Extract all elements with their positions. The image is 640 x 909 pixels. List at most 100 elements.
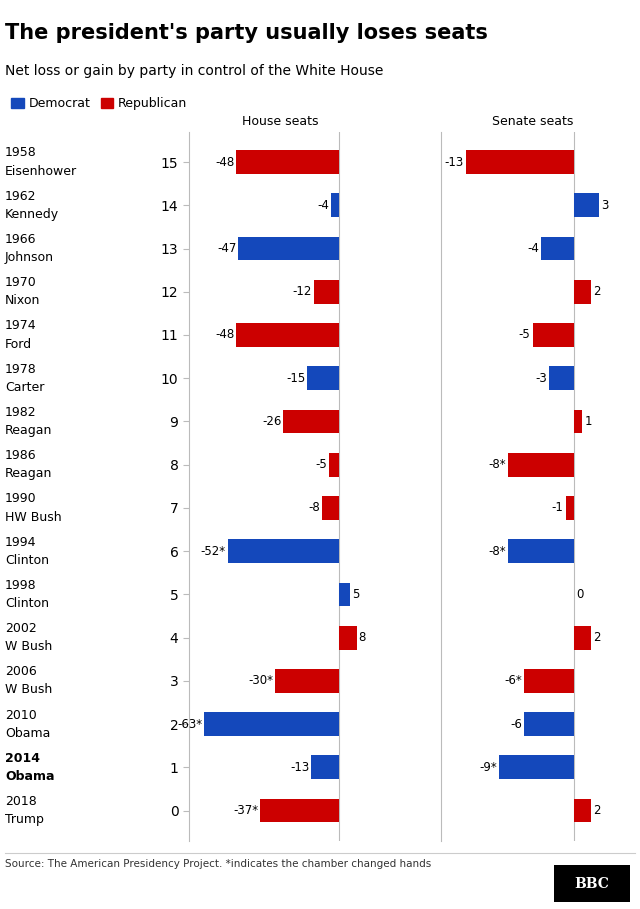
Text: 2: 2 — [593, 631, 600, 644]
Text: 3: 3 — [601, 199, 609, 212]
Text: -6*: -6* — [504, 674, 522, 687]
Text: -52*: -52* — [201, 544, 226, 557]
Text: Reagan: Reagan — [5, 467, 52, 480]
Text: Reagan: Reagan — [5, 425, 52, 437]
Bar — [508, 453, 574, 476]
Text: -8*: -8* — [488, 458, 506, 471]
Text: Clinton: Clinton — [5, 554, 49, 566]
Text: 2014: 2014 — [5, 752, 40, 764]
Text: Carter: Carter — [5, 381, 45, 394]
Text: 1974: 1974 — [5, 319, 36, 333]
Text: 2002: 2002 — [5, 622, 37, 635]
Legend: Democrat, Republican: Democrat, Republican — [12, 97, 188, 110]
Text: -48: -48 — [215, 328, 234, 342]
Text: 0: 0 — [576, 588, 584, 601]
Text: -15: -15 — [286, 372, 305, 385]
Text: Johnson: Johnson — [5, 251, 54, 265]
Bar — [574, 280, 591, 304]
Bar — [541, 236, 574, 260]
Text: -8*: -8* — [488, 544, 506, 557]
Bar — [328, 453, 339, 476]
Text: 1978: 1978 — [5, 363, 37, 375]
Bar — [275, 669, 339, 693]
Text: BBC: BBC — [575, 876, 609, 891]
Text: -47: -47 — [217, 242, 237, 255]
Text: -12: -12 — [292, 285, 312, 298]
Text: Net loss or gain by party in control of the White House: Net loss or gain by party in control of … — [5, 64, 383, 77]
Text: -5: -5 — [315, 458, 327, 471]
Bar — [574, 625, 591, 650]
Bar — [339, 583, 350, 606]
Text: 1998: 1998 — [5, 579, 36, 592]
Bar — [284, 410, 339, 434]
Text: -48: -48 — [215, 155, 234, 168]
Text: W Bush: W Bush — [5, 640, 52, 654]
Bar — [574, 410, 582, 434]
Text: -1: -1 — [552, 502, 564, 514]
Text: 1962: 1962 — [5, 190, 36, 203]
Title: Senate seats: Senate seats — [492, 115, 573, 128]
Text: The president's party usually loses seats: The president's party usually loses seat… — [5, 23, 488, 43]
Bar — [508, 539, 574, 563]
Bar — [574, 194, 599, 217]
Text: -3: -3 — [536, 372, 547, 385]
Text: Eisenhower: Eisenhower — [5, 165, 77, 177]
Text: Clinton: Clinton — [5, 597, 49, 610]
Text: 2: 2 — [593, 804, 600, 817]
Text: -6: -6 — [510, 717, 522, 731]
Bar — [204, 713, 339, 736]
Text: Trump: Trump — [5, 814, 44, 826]
Bar — [499, 755, 574, 779]
Text: 1958: 1958 — [5, 146, 37, 159]
Text: 1994: 1994 — [5, 535, 36, 548]
Bar — [524, 713, 574, 736]
Text: -5: -5 — [519, 328, 531, 342]
Title: House seats: House seats — [242, 115, 319, 128]
Text: 1: 1 — [584, 415, 592, 428]
Text: 2: 2 — [593, 285, 600, 298]
Bar — [549, 366, 574, 390]
Text: -13: -13 — [445, 155, 464, 168]
Bar — [524, 669, 574, 693]
Text: Obama: Obama — [5, 770, 54, 783]
Text: 2018: 2018 — [5, 795, 37, 808]
Bar — [236, 150, 339, 174]
Text: 1970: 1970 — [5, 276, 37, 289]
Bar — [307, 366, 339, 390]
Bar — [260, 799, 339, 823]
Bar — [312, 755, 339, 779]
Bar — [466, 150, 574, 174]
Text: W Bush: W Bush — [5, 684, 52, 696]
Text: -4: -4 — [317, 199, 329, 212]
Text: 1990: 1990 — [5, 493, 36, 505]
Text: 2010: 2010 — [5, 708, 37, 722]
Text: -26: -26 — [262, 415, 282, 428]
Text: Ford: Ford — [5, 337, 32, 351]
Bar — [322, 496, 339, 520]
Text: 5: 5 — [352, 588, 359, 601]
Text: Source: The American Presidency Project. *indicates the chamber changed hands: Source: The American Presidency Project.… — [5, 859, 431, 869]
Text: -30*: -30* — [248, 674, 273, 687]
Bar — [228, 539, 339, 563]
Text: -63*: -63* — [177, 717, 202, 731]
Bar — [566, 496, 574, 520]
Text: -4: -4 — [527, 242, 539, 255]
Text: Nixon: Nixon — [5, 295, 40, 307]
Text: -8: -8 — [308, 502, 321, 514]
Bar — [238, 236, 339, 260]
Text: Kennedy: Kennedy — [5, 208, 60, 221]
Bar — [236, 323, 339, 347]
Text: 8: 8 — [358, 631, 365, 644]
Bar — [314, 280, 339, 304]
Text: 1982: 1982 — [5, 406, 36, 419]
Text: 1986: 1986 — [5, 449, 36, 462]
Text: HW Bush: HW Bush — [5, 511, 61, 524]
Text: 2006: 2006 — [5, 665, 37, 678]
Text: -37*: -37* — [233, 804, 258, 817]
Bar — [532, 323, 574, 347]
Text: -9*: -9* — [479, 761, 497, 774]
Bar — [331, 194, 339, 217]
Bar — [574, 799, 591, 823]
Text: -13: -13 — [291, 761, 310, 774]
Bar — [339, 625, 356, 650]
